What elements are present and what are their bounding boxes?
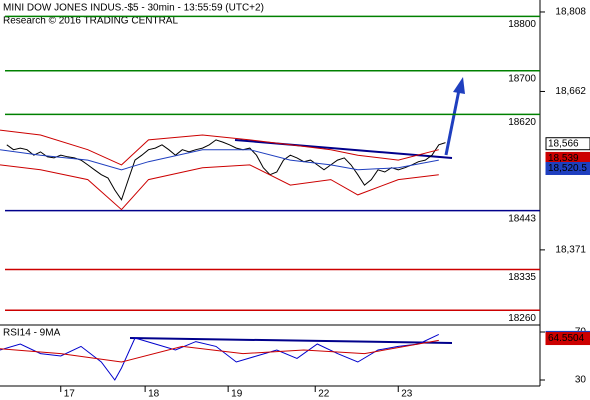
y-tick-label: 30 — [575, 375, 587, 386]
x-tick-label: 17 — [64, 389, 76, 400]
price-marker-label: 18,520.5 — [548, 163, 587, 174]
level-label: 18800 — [508, 19, 536, 30]
level-label: 18443 — [508, 213, 536, 224]
x-tick-label: 19 — [231, 389, 243, 400]
price-marker — [545, 161, 590, 175]
rsi-trend-line — [129, 337, 453, 344]
price-marker — [545, 332, 590, 346]
level-label: 18700 — [508, 73, 536, 84]
rsi-title: RSI14 - 9MA — [3, 328, 61, 339]
y-tick-label: 18,371 — [555, 245, 586, 256]
y-tick-label: 18,808 — [555, 7, 586, 18]
trend-line — [234, 139, 453, 159]
x-tick-label: 23 — [401, 389, 413, 400]
forecast-arrow — [444, 89, 461, 156]
x-tick-label: 22 — [318, 389, 330, 400]
level-label: 18620 — [508, 117, 536, 128]
chart-subtitle: Research © 2016 TRADING CENTRAL — [3, 16, 178, 27]
x-tick-label: 18 — [148, 389, 160, 400]
indicator-line — [0, 339, 439, 363]
chart-title: MINI DOW JONES INDUS.-$5 - 30min - 13:55… — [3, 3, 264, 14]
indicator-line — [0, 149, 439, 171]
price-marker-label: 18,566 — [548, 138, 579, 149]
price-marker-label: 18,539 — [548, 153, 579, 164]
arrow-head — [453, 77, 465, 94]
price-marker — [545, 137, 590, 151]
price-line — [0, 333, 440, 381]
level-label: 18260 — [508, 313, 536, 324]
indicator-line — [0, 164, 439, 211]
level-label: 18335 — [508, 272, 536, 283]
indicator-line — [0, 129, 439, 166]
price-marker-label: 64.5504 — [548, 333, 585, 344]
y-tick-label: 18,662 — [555, 86, 586, 97]
